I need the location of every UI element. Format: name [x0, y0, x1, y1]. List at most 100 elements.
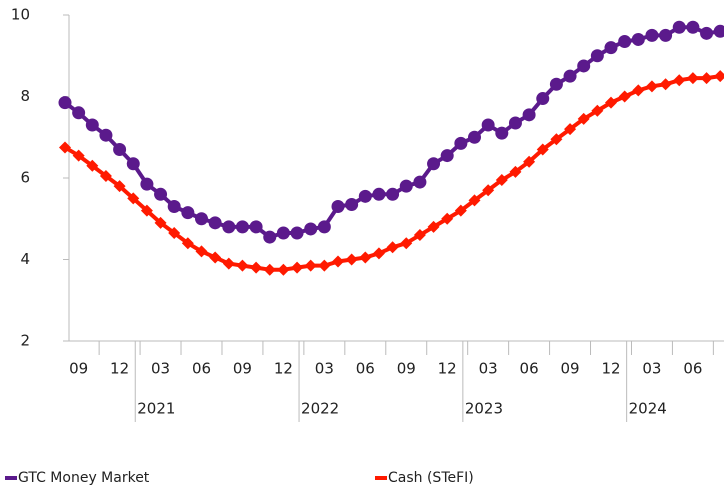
data-point [536, 143, 549, 156]
x-tick-label: 09 [561, 360, 580, 378]
data-point [686, 20, 700, 34]
data-point [577, 112, 590, 125]
data-point [564, 123, 577, 136]
data-point [523, 155, 536, 168]
data-point [495, 174, 508, 187]
data-point [591, 104, 604, 117]
data-point [713, 24, 724, 38]
data-point [590, 49, 604, 63]
data-point [645, 80, 658, 93]
data-point [563, 69, 577, 83]
data-point [386, 187, 400, 201]
x-tick-label: 03 [479, 360, 498, 378]
data-point [113, 142, 127, 156]
y-tick-label: 4 [20, 250, 30, 268]
data-point [427, 220, 440, 233]
y-tick-label: 2 [20, 332, 30, 350]
x-tick-label: 09 [69, 360, 88, 378]
data-point [249, 220, 263, 234]
data-point [126, 157, 140, 171]
data-point [673, 74, 686, 87]
data-point [714, 70, 724, 83]
data-point [85, 118, 99, 132]
x-tick-label: 12 [110, 360, 129, 378]
data-point [263, 230, 277, 244]
data-point [468, 130, 481, 144]
data-point [181, 237, 194, 250]
data-point [358, 189, 372, 203]
x-tick-label: 03 [151, 360, 170, 378]
legend-label: GTC Money Market [18, 470, 150, 486]
data-point [549, 77, 563, 91]
data-point [400, 237, 413, 250]
data-point [604, 41, 618, 55]
data-point [550, 133, 563, 146]
x-tick-label: 12 [438, 360, 457, 378]
data-point [700, 26, 714, 40]
data-point [659, 28, 673, 42]
data-point [58, 96, 72, 110]
year-label: 2024 [629, 400, 667, 418]
x-tick-label: 06 [192, 360, 211, 378]
data-point [454, 136, 468, 150]
data-point [536, 92, 550, 106]
data-point [440, 149, 454, 163]
data-point [618, 90, 631, 103]
x-tick-label: 12 [601, 360, 620, 378]
data-point [441, 212, 454, 225]
data-point [372, 187, 386, 201]
data-point [700, 72, 713, 85]
y-tick-label: 10 [11, 6, 30, 24]
data-point [495, 126, 509, 140]
data-point [263, 263, 276, 276]
data-point [99, 128, 113, 142]
data-point [645, 28, 659, 42]
data-point [140, 204, 153, 217]
data-point [222, 257, 235, 270]
data-point [318, 259, 331, 272]
data-point [72, 106, 86, 120]
data-point [209, 251, 222, 264]
data-point [372, 247, 385, 260]
data-point [345, 253, 358, 266]
data-point [250, 261, 263, 274]
data-point [386, 241, 399, 254]
data-point [577, 59, 591, 73]
series-line [63, 25, 721, 240]
data-point [618, 34, 632, 48]
data-point [413, 229, 426, 242]
data-point [195, 212, 208, 226]
data-point [59, 141, 71, 154]
data-point [291, 261, 304, 274]
data-point [359, 251, 372, 264]
data-point [454, 204, 467, 217]
data-point [481, 118, 495, 132]
data-point [509, 165, 522, 178]
data-point [154, 187, 168, 201]
data-point [672, 20, 686, 34]
x-tick-label: 06 [356, 360, 375, 378]
x-tick-label: 03 [642, 360, 661, 378]
data-point [127, 192, 140, 205]
data-point [168, 227, 181, 240]
x-tick-label: 09 [397, 360, 416, 378]
legend-label: Cash (STeFI) [388, 470, 474, 486]
data-point [86, 159, 99, 172]
data-point [304, 222, 318, 236]
data-point [99, 169, 112, 182]
data-point [522, 108, 536, 122]
data-point [181, 206, 195, 220]
year-label: 2022 [301, 400, 339, 418]
year-label: 2021 [137, 400, 175, 418]
data-point [331, 200, 345, 214]
data-point [236, 259, 249, 272]
data-point [686, 72, 699, 85]
data-point [413, 175, 427, 189]
x-tick-label: 06 [520, 360, 539, 378]
data-point [195, 245, 208, 258]
data-point [208, 216, 222, 230]
data-point [332, 255, 344, 268]
data-point [508, 116, 522, 130]
y-tick-label: 6 [20, 169, 30, 187]
